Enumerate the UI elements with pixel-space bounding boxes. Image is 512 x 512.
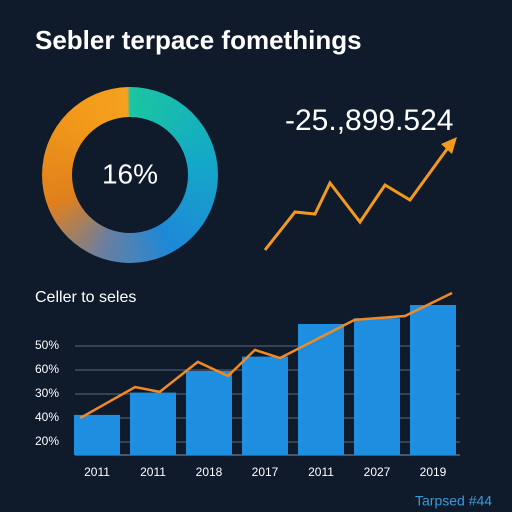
x-tick-label: 2011 <box>140 465 166 479</box>
kpi-value: -25.,899.524 <box>285 104 453 137</box>
sparkline-arrow <box>441 137 457 154</box>
bar <box>74 414 120 455</box>
bar <box>130 392 176 455</box>
x-tick-label: 2027 <box>364 465 391 479</box>
donut-hole <box>72 117 188 233</box>
donut-ring <box>42 87 218 263</box>
trend-line <box>79 291 453 420</box>
y-label: 60% <box>35 362 59 376</box>
x-tick-label: 2011 <box>308 465 334 479</box>
y-label: 20% <box>35 434 59 448</box>
bar-chart-title: Celler to seles <box>35 289 136 306</box>
bar <box>354 318 400 455</box>
x-tick-label: 2018 <box>196 465 223 479</box>
donut-label: 16% <box>102 158 158 189</box>
bar <box>186 371 232 455</box>
y-label: 30% <box>35 386 59 400</box>
footer: Tarpsed #44 <box>415 493 492 509</box>
y-label: 50% <box>35 338 59 352</box>
x-tick-label: 2011 <box>84 465 110 479</box>
sparkline <box>263 144 452 251</box>
y-label: 40% <box>35 410 59 424</box>
x-tick-label: 2017 <box>252 465 279 479</box>
bar <box>242 356 288 455</box>
bar <box>298 323 344 455</box>
title: Sebler terpace fomethings <box>35 25 362 55</box>
x-tick-label: 2019 <box>420 465 447 479</box>
bar <box>410 305 456 455</box>
